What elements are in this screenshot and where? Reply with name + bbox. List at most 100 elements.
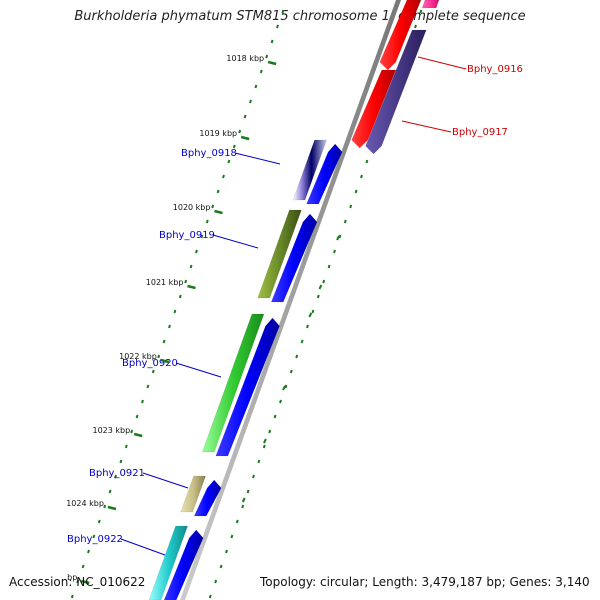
tick-dot [273, 414, 277, 419]
gene-label-Bphy_0918[interactable]: Bphy_0918 [181, 148, 237, 159]
tick-dot [205, 219, 209, 224]
gene-label-Bphy_0919[interactable]: Bphy_0919 [159, 230, 215, 241]
tick-dash [263, 438, 267, 444]
tick-dot [157, 354, 161, 359]
callout-line [212, 234, 259, 249]
gene-callouts: Bphy_0916 Bphy_0917 Bphy_0918 Bphy_0919 Bphy… [67, 56, 523, 556]
tick-dash [318, 284, 323, 290]
scale-tick [133, 432, 143, 438]
scale-tick [80, 579, 90, 585]
cds-arrow-Bphy_0916[interactable] [379, 0, 422, 71]
tick-dot [70, 594, 74, 599]
tick-dot [365, 159, 369, 164]
tick-dot [92, 534, 96, 539]
cog-bar-Bphy_0916[interactable] [421, 0, 440, 9]
callout-line [175, 362, 222, 378]
gene-label-Bphy_0922[interactable]: Bphy_0922 [67, 534, 123, 545]
tick-dash [282, 385, 286, 391]
tick-dot [295, 354, 299, 359]
tick-dot [246, 489, 250, 494]
callout-line [234, 152, 281, 165]
gene-label-Bphy_0920[interactable]: Bphy_0920 [122, 358, 178, 369]
scale-label: 1022 kbp [119, 352, 157, 361]
tick-dot [249, 99, 252, 104]
cog-bar-Bphy_0918[interactable] [292, 139, 327, 201]
cog-bar-Bphy_0920[interactable] [201, 313, 265, 453]
cds-arrow-Bphy_0922[interactable] [163, 529, 204, 600]
tick-dot [241, 504, 245, 509]
tick-dot [87, 549, 90, 554]
tick-dot [238, 129, 242, 134]
tick-dash [241, 497, 246, 503]
scale-label: 1024 kbp [66, 499, 104, 508]
scale-tick [187, 284, 196, 290]
tick-dot [333, 249, 336, 254]
scale-label: 1021 kbp [146, 278, 184, 287]
tick-dot [214, 579, 218, 584]
scale-label: 1020 kbp [173, 203, 211, 212]
cog-bar-Bphy_0922[interactable] [148, 525, 188, 600]
cog-bar-Bphy_0921[interactable] [180, 475, 206, 513]
tick-dot [146, 384, 150, 389]
tick-dot [219, 564, 223, 569]
gene-features [148, 0, 440, 600]
tick-dot [97, 519, 101, 524]
tick-dot [135, 414, 139, 419]
tick-dot [189, 264, 193, 269]
cds-arrow-Bphy_0920[interactable] [215, 317, 280, 457]
tick-dot [151, 369, 155, 374]
tick-dot [276, 24, 279, 29]
cog-bar-Bphy_0917[interactable] [365, 29, 427, 155]
tick-dot [300, 339, 304, 344]
tick-dots [70, 9, 423, 599]
scale-tick [107, 505, 117, 511]
tick-dot [252, 474, 255, 479]
tick-dot [184, 279, 188, 284]
tick-dot [243, 114, 247, 119]
tick-dot [141, 399, 144, 404]
tick-dot [419, 9, 423, 14]
scale-tick [160, 358, 170, 364]
tick-dot [254, 84, 258, 89]
tick-dot [235, 519, 239, 524]
gene-label-Bphy_0917[interactable]: Bphy_0917 [452, 127, 508, 138]
tick-dot [257, 459, 261, 464]
tick-dot [76, 579, 80, 584]
tick-dot [270, 39, 274, 44]
cds-arrow-Bphy_0917[interactable] [351, 69, 397, 149]
callout-line [417, 56, 467, 70]
tick-dot [162, 339, 166, 344]
gene-label-Bphy_0921[interactable]: Bphy_0921 [89, 468, 145, 479]
tick-dot [268, 429, 272, 434]
tick-dot [195, 249, 198, 254]
tick-dot [222, 174, 225, 179]
callout-line [142, 472, 189, 489]
tick-dot [114, 474, 117, 479]
cds-arrow-Bphy_0921[interactable] [193, 479, 222, 517]
scale-label: bp [67, 573, 77, 582]
tick-dot [349, 204, 353, 209]
gene-label-Bphy_0916[interactable]: Bphy_0916 [467, 64, 523, 75]
tick-dot [311, 309, 315, 314]
tick-dot [119, 459, 123, 464]
tick-dot [322, 279, 326, 284]
kbp-scale: 1018 kbp 1019 kbp 1020 kbp 1021 kbp 1022 kbp… [66, 54, 277, 585]
scale-tick [267, 60, 277, 66]
accession-label: Accession: NC_010622 [9, 575, 146, 589]
tick-dot [259, 69, 263, 74]
scale-tick [240, 135, 250, 141]
cds-arrow-Bphy_0919[interactable] [270, 213, 318, 303]
tick-dot [306, 324, 309, 329]
cds-arrow-Bphy_0918[interactable] [306, 143, 343, 205]
cog-bar-Bphy_0919[interactable] [257, 209, 302, 299]
tick-dot [108, 489, 112, 494]
tick-dot [200, 234, 204, 239]
scale-tick [214, 209, 223, 215]
tick-dot [279, 399, 282, 404]
tick-dot [227, 159, 231, 164]
callout-line [401, 120, 452, 133]
tick-dot [168, 324, 171, 329]
tick-dot [265, 54, 269, 59]
backbone-line [180, 0, 401, 600]
tick-dot [343, 219, 347, 224]
